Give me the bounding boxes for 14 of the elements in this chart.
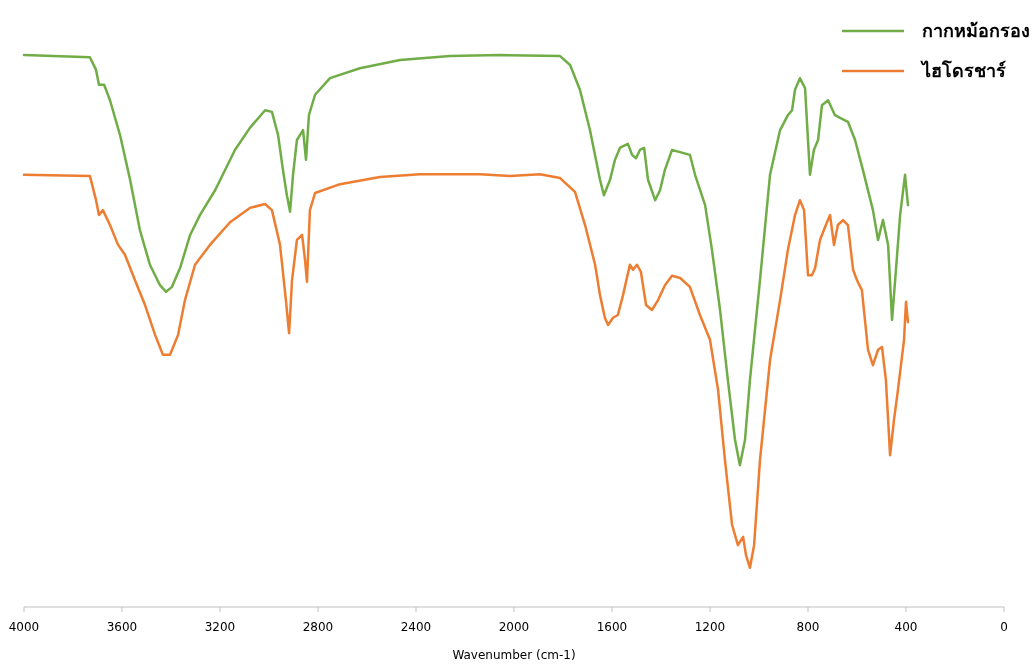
x-tick-label: 3200	[204, 620, 236, 634]
x-tick-label: 1200	[694, 620, 726, 634]
x-tick-label: 800	[796, 620, 820, 634]
x-axis-title: Wavenumber (cm-1)	[452, 648, 576, 662]
legend-label: ไฮโดรชาร์	[920, 60, 1006, 81]
x-tick-label: 0	[1000, 620, 1008, 634]
x-tick-label: 2400	[400, 620, 432, 634]
legend-label: กากหม้อกรอง	[922, 20, 1030, 41]
x-tick-label: 2000	[498, 620, 530, 634]
x-tick-label: 2800	[302, 620, 334, 634]
x-tick-label: 1600	[596, 620, 628, 634]
x-tick-label: 4000	[8, 620, 40, 634]
x-tick-label: 400	[894, 620, 918, 634]
x-tick-label: 3600	[106, 620, 138, 634]
